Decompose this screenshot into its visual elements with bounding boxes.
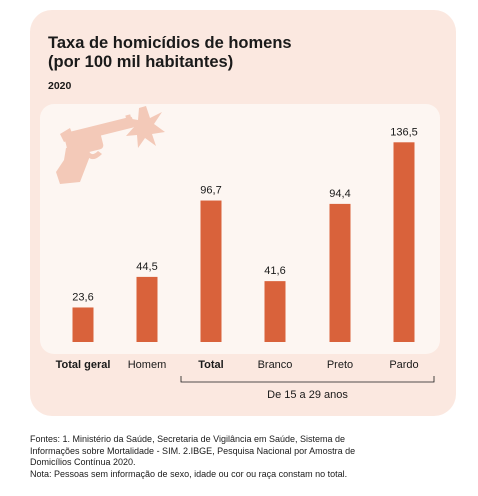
footer-line-2: Informações sobre Mortalidade - SIM. 2.I… [30, 445, 356, 456]
footer-line-3: Domicílios Contínua 2020. [30, 457, 136, 467]
tick-label-total-geral: Total geral [56, 359, 111, 371]
bar-preto [329, 203, 351, 342]
footer-sources: Fontes: 1. Ministério da Saúde, Secretar… [30, 434, 450, 480]
tick-label-total: Total [198, 359, 223, 371]
footer-note: Nota: Pessoas sem informação de sexo, id… [30, 468, 348, 479]
chart-title: Taxa de homicídios de homens (por 100 mi… [48, 34, 428, 72]
plot-area [40, 104, 440, 354]
bar-chart: 23,6 Total geral 44,5 Homem 96,7 Total 41,6 Bra… [56, 126, 435, 401]
data-label-homem: 44,5 [136, 261, 157, 273]
data-label-total-geral: 23,6 [72, 291, 93, 303]
data-label-total: 96,7 [200, 185, 221, 197]
data-label-branco: 41,6 [264, 265, 285, 277]
chart-title-line1: Taxa de homicídios de homens [48, 34, 292, 52]
bar-pardo [393, 142, 415, 342]
tick-label-homem: Homem [128, 359, 167, 371]
tick-label-pardo: Pardo [389, 359, 418, 371]
data-label-pardo: 136,5 [390, 126, 418, 138]
tick-label-branco: Branco [258, 359, 293, 371]
tick-label-preto: Preto [327, 359, 353, 371]
chart-year: 2020 [48, 80, 72, 92]
group-label: De 15 a 29 anos [267, 389, 348, 401]
bar-homem [136, 276, 158, 342]
bar-total [200, 200, 222, 342]
group-bracket [180, 376, 435, 383]
footer-line-1: Fontes: 1. Ministério da Saúde, Secretar… [30, 434, 346, 444]
revolver-firing-icon [56, 106, 165, 184]
bar-branco [264, 281, 286, 342]
chart-title-line2: (por 100 mil habitantes) [48, 53, 234, 71]
bar-total-geral [72, 307, 94, 342]
data-label-preto: 94,4 [329, 188, 350, 200]
